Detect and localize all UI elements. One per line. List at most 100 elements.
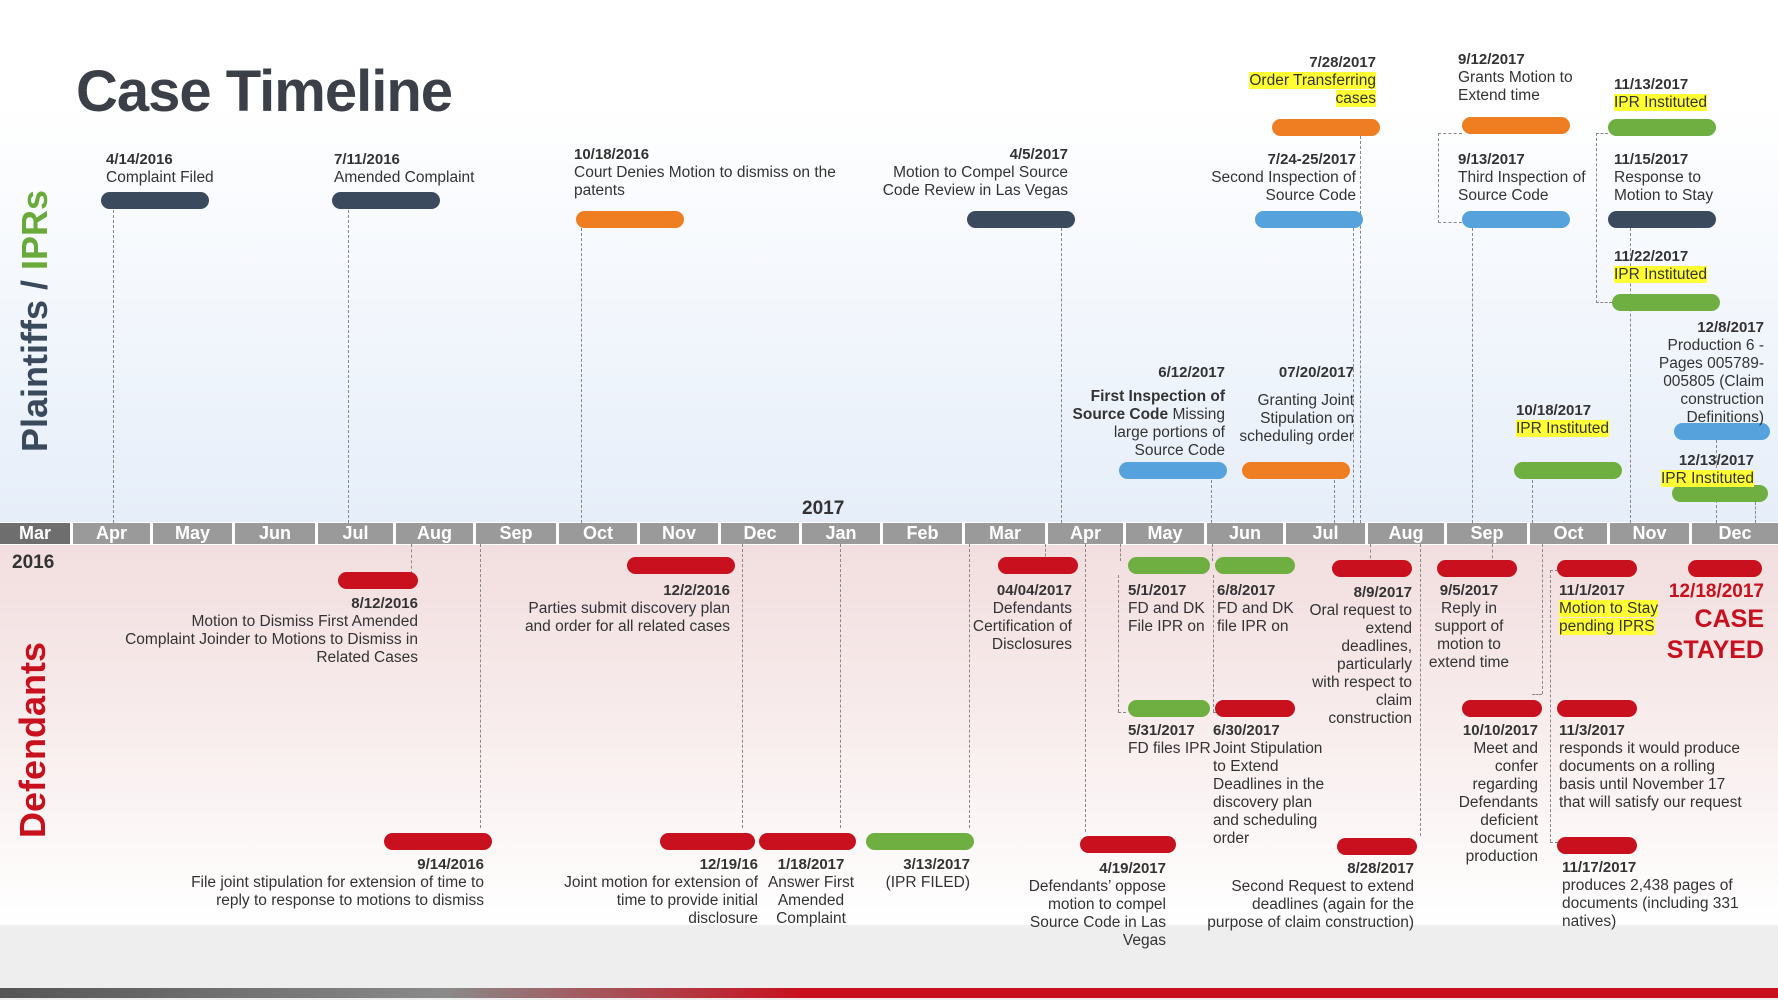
connector bbox=[1061, 228, 1062, 523]
event-date: 10/10/2017 bbox=[1462, 722, 1538, 739]
connector bbox=[1045, 544, 1046, 566]
timeline-bar bbox=[1688, 560, 1762, 577]
event-date: 1/18/2017 bbox=[777, 856, 845, 873]
axis-month: Sep bbox=[476, 523, 556, 544]
connector bbox=[1438, 133, 1462, 134]
timeline-bar bbox=[1080, 836, 1176, 853]
axis-month: Aug bbox=[1368, 523, 1444, 544]
event-label: 5/31/2017 FD files IPR bbox=[1128, 722, 1211, 757]
timeline-bar bbox=[1255, 211, 1363, 228]
event-date: 11/15/2017 bbox=[1614, 151, 1689, 168]
timeline-bar bbox=[1128, 557, 1210, 574]
timeline-bar bbox=[660, 833, 755, 850]
connector bbox=[1334, 480, 1335, 523]
event-label: 04/04/2017 Defendants Certification of Di… bbox=[968, 582, 1072, 654]
timeline-bar bbox=[332, 192, 440, 209]
event-label: 11/13/2017 IPR Instituted bbox=[1614, 76, 1754, 112]
timeline-bar bbox=[1674, 423, 1770, 440]
event-date: 5/31/2017 bbox=[1128, 722, 1195, 739]
axis-month: Jul bbox=[318, 523, 393, 544]
event-label: 12/13/2017 IPR Instituted bbox=[1640, 452, 1754, 488]
event-label: 9/12/2017 Grants Motion to Extend time bbox=[1458, 51, 1618, 105]
axis-month: May bbox=[1126, 523, 1204, 544]
timeline-bar bbox=[998, 557, 1078, 574]
event-label: 7/11/2016 Amended Complaint bbox=[334, 151, 534, 187]
connector bbox=[480, 544, 481, 828]
event-date: 12/8/2017 bbox=[1697, 319, 1764, 336]
event-date: 10/18/2017 bbox=[1516, 402, 1592, 419]
connector bbox=[1550, 570, 1551, 842]
connector bbox=[113, 210, 114, 523]
event-date: 12/13/2017 bbox=[1678, 452, 1754, 469]
connector bbox=[1118, 575, 1119, 712]
side-label-ipr: IPRs bbox=[14, 189, 55, 270]
event-label: 11/1/2017 Motion to Stay pending IPRS bbox=[1559, 582, 1659, 635]
event-label: 7/24-25/2017 Second Inspection of Source … bbox=[1211, 151, 1356, 204]
year-label-2017: 2017 bbox=[802, 498, 845, 519]
connector bbox=[1550, 842, 1558, 843]
event-label: 9/5/2017 Reply in support of motion to ex… bbox=[1421, 582, 1517, 672]
event-label: 10/18/2017 IPR Instituted bbox=[1516, 402, 1616, 438]
event-date: 8/12/2016 bbox=[351, 595, 418, 612]
axis-month: Jan bbox=[802, 523, 880, 544]
event-date: 3/13/2017 bbox=[903, 856, 970, 873]
connector bbox=[581, 228, 582, 523]
event-date: 11/1/2017 bbox=[1559, 582, 1625, 599]
event-label: 9/13/2017 Third Inspection of Source Code bbox=[1458, 151, 1604, 205]
event-date: 6/30/2017 bbox=[1213, 722, 1280, 739]
event-label: 1/18/2017 Answer First Amended Complaint bbox=[763, 856, 859, 928]
connector bbox=[1213, 575, 1214, 712]
event-date: 8/9/2017 bbox=[1353, 584, 1412, 601]
axis-month: Dec bbox=[1692, 523, 1778, 544]
connector bbox=[1542, 544, 1543, 694]
axis-month: Aug bbox=[396, 523, 473, 544]
axis-month: Nov bbox=[640, 523, 718, 544]
timeline-bar bbox=[338, 572, 418, 589]
axis-month: Feb bbox=[883, 523, 962, 544]
timeline-bar bbox=[1462, 211, 1570, 228]
timeline-bar bbox=[1557, 560, 1637, 577]
event-date: 12/19/16 bbox=[699, 856, 758, 873]
timeline-bar bbox=[627, 557, 735, 574]
event-label: 4/5/2017 Motion to Compel Source Code Rev… bbox=[868, 146, 1068, 200]
timeline-bar bbox=[1462, 117, 1570, 134]
event-label: 12/8/2017 Production 6 - Pages 005789-005… bbox=[1654, 319, 1764, 427]
connector bbox=[1596, 302, 1612, 303]
footer-area bbox=[0, 925, 1778, 1000]
side-label-defendants: Defendants bbox=[12, 641, 53, 838]
timeline-bar bbox=[1215, 557, 1295, 574]
event-date: 6/12/2017 bbox=[1158, 364, 1225, 381]
timeline-bar bbox=[1612, 294, 1720, 311]
defendants-band bbox=[0, 545, 1778, 925]
event-date: 9/12/2017 bbox=[1458, 51, 1525, 68]
event-label: 6/12/2017 First Inspection of Source Code… bbox=[1065, 364, 1225, 460]
timeline-bar bbox=[1332, 560, 1412, 577]
event-label: 9/14/2016 File joint stipulation for exte… bbox=[172, 856, 484, 910]
event-label: 6/8/2017 FD and DK file IPR on bbox=[1217, 582, 1305, 636]
connector bbox=[411, 544, 412, 574]
event-date: 11/3/2017 bbox=[1559, 722, 1625, 739]
timeline-bar bbox=[384, 833, 492, 850]
event-date: 11/17/2017 bbox=[1562, 859, 1637, 876]
event-date: 12/18/2017 bbox=[1668, 581, 1764, 602]
axis-month: Nov bbox=[1610, 523, 1689, 544]
connector bbox=[1118, 712, 1126, 713]
axis-month: May bbox=[153, 523, 232, 544]
connector bbox=[1085, 544, 1086, 832]
event-date: 7/28/2017 bbox=[1309, 54, 1376, 71]
connector bbox=[742, 544, 743, 828]
axis-month: Mar bbox=[965, 523, 1045, 544]
connector bbox=[1472, 228, 1473, 523]
event-date: 8/28/2017 bbox=[1347, 860, 1414, 877]
axis-month: Jul bbox=[1286, 523, 1365, 544]
timeline-bar bbox=[1557, 700, 1637, 717]
event-date: 04/04/2017 bbox=[996, 582, 1072, 599]
timeline-bar bbox=[1608, 211, 1716, 228]
event-label: 8/9/2017 Oral request to extend deadlines… bbox=[1309, 584, 1412, 727]
axis-month: Oct bbox=[559, 523, 637, 544]
timeline-bar bbox=[1514, 462, 1622, 479]
event-label: 11/17/2017 produces 2,438 pages of docume… bbox=[1562, 859, 1758, 931]
month-axis: Mar Apr May Jun Jul Aug Sep Oct Nov Dec … bbox=[0, 523, 1778, 544]
footer-accent-line bbox=[0, 988, 1778, 998]
event-label: 3/13/2017 (IPR FILED) bbox=[866, 856, 970, 892]
